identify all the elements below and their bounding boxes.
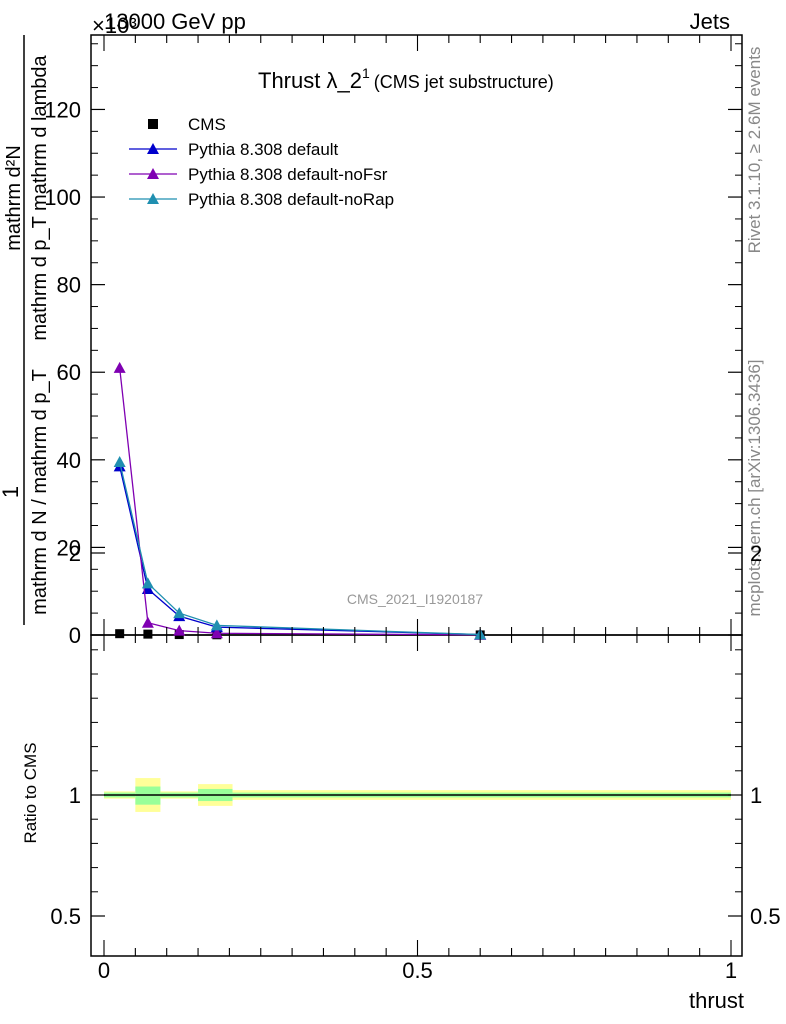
- exponent-label: ×10³: [92, 13, 137, 38]
- legend-label: Pythia 8.308 default-noFsr: [188, 165, 388, 184]
- y-tick-label: 100: [44, 185, 81, 210]
- series-2-marker: [210, 627, 223, 639]
- y-tick-label: 40: [57, 448, 81, 473]
- x-tick-label: 1: [725, 958, 737, 983]
- mcplots-credit: mcplots.cern.ch [arXiv:1306.3436]: [745, 359, 764, 616]
- header-right: Jets: [690, 9, 730, 34]
- legend-label: Pythia 8.308 default-noRap: [188, 190, 394, 209]
- analysis-watermark: CMS_2021_I1920187: [347, 591, 483, 607]
- y-tick-label: 20: [57, 535, 81, 560]
- y-tick-label: 80: [57, 273, 81, 298]
- series-2-marker: [141, 616, 154, 628]
- series-3-marker: [173, 607, 186, 619]
- series-3-marker: [210, 619, 223, 631]
- ratio-y-tick-label: 0.5: [50, 904, 81, 929]
- series-line-3: [119, 461, 481, 636]
- svg-text:mathrm d N / mathrm d p_T: mathrm d N / mathrm d p_T: [29, 369, 51, 615]
- ratio-axis-ticks: 0.5 0.5 1 1 2 2: [50, 541, 780, 929]
- rivet-version: Rivet 3.1.10, ≥ 2.6M events: [745, 47, 764, 254]
- cms-data-point: [143, 629, 153, 639]
- legend-marker: [147, 168, 159, 179]
- x-tick-label: 0.5: [402, 958, 433, 983]
- legend-marker: [147, 143, 159, 154]
- legend: CMS Pythia 8.308 default Pythia 8.308 defa…: [129, 115, 394, 209]
- svg-text:mathrm d p_T mathrm d lambda: mathrm d p_T mathrm d lambda: [29, 54, 51, 340]
- cms-data-point: [115, 629, 125, 639]
- series-2-marker: [173, 624, 186, 636]
- chart-title: Thrust λ_21 (CMS jet substructure): [258, 65, 554, 93]
- x-axis-ticks: 0 0.5 1: [98, 35, 737, 983]
- series-3-marker: [141, 577, 154, 589]
- main-axis-ticks: 0 20 40 60 80 100 120: [44, 43, 742, 648]
- ratio-y-tick-label-right: 2: [750, 541, 762, 566]
- ratio-y-label: Ratio to CMS: [21, 742, 40, 843]
- legend-marker: [148, 119, 158, 129]
- legend-marker: [147, 193, 159, 204]
- svg-text:mathrm d²N: mathrm d²N: [3, 145, 25, 251]
- ratio-y-tick-label: 2: [69, 541, 81, 566]
- ratio-group: [104, 778, 731, 812]
- y-tick-label: 60: [57, 360, 81, 385]
- y-tick-label: 0: [69, 623, 81, 648]
- legend-label: CMS: [188, 115, 226, 134]
- ratio-y-tick-label-right: 1: [750, 783, 762, 808]
- ratio-y-tick-label-right: 0.5: [750, 904, 781, 929]
- series-2-marker: [113, 361, 126, 373]
- series-3-marker: [113, 456, 126, 468]
- series-line-1: [119, 466, 481, 636]
- y-axis-label: 1 mathrm d N / mathrm d p_T mathrm d²N m…: [0, 35, 51, 625]
- x-axis-label: thrust: [689, 988, 744, 1013]
- x-tick-label: 0: [98, 958, 110, 983]
- ratio-y-tick-label: 1: [69, 783, 81, 808]
- svg-text:1: 1: [0, 486, 23, 498]
- main-series-group: [113, 361, 487, 640]
- y-tick-label: 120: [44, 97, 81, 122]
- header-left: 13000 GeV pp: [104, 9, 246, 34]
- legend-label: Pythia 8.308 default: [188, 140, 339, 159]
